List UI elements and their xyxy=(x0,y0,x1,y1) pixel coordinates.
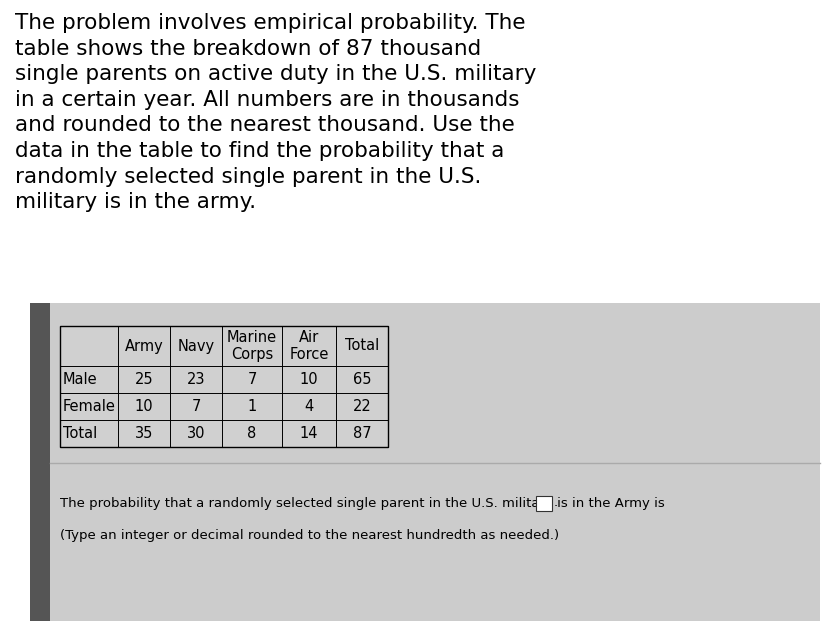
Text: .: . xyxy=(553,497,557,509)
Bar xyxy=(30,303,50,621)
Text: 4: 4 xyxy=(304,399,313,414)
Text: The probability that a randomly selected single parent in the U.S. military is i: The probability that a randomly selected… xyxy=(60,497,664,509)
Text: 7: 7 xyxy=(247,372,256,387)
Text: 8: 8 xyxy=(247,426,256,441)
Text: Marine
Corps: Marine Corps xyxy=(227,330,277,362)
Text: The problem involves empirical probability. The
table shows the breakdown of 87 : The problem involves empirical probabili… xyxy=(15,13,536,212)
Bar xyxy=(535,496,552,511)
Text: 14: 14 xyxy=(299,426,318,441)
Bar xyxy=(60,326,388,447)
Text: 35: 35 xyxy=(135,426,153,441)
Bar xyxy=(50,303,819,621)
Text: 23: 23 xyxy=(187,372,205,387)
Text: 65: 65 xyxy=(352,372,370,387)
Text: Navy: Navy xyxy=(177,338,214,353)
Text: Air
Force: Air Force xyxy=(289,330,328,362)
Text: Female: Female xyxy=(63,399,116,414)
Text: 1: 1 xyxy=(247,399,256,414)
Text: 87: 87 xyxy=(352,426,370,441)
Text: 10: 10 xyxy=(135,399,153,414)
Text: 25: 25 xyxy=(135,372,153,387)
Text: 22: 22 xyxy=(352,399,371,414)
Text: Total: Total xyxy=(63,426,97,441)
Text: 7: 7 xyxy=(191,399,200,414)
Text: 30: 30 xyxy=(187,426,205,441)
Text: Total: Total xyxy=(345,338,379,353)
Text: 10: 10 xyxy=(299,372,318,387)
Text: Army: Army xyxy=(125,338,163,353)
Bar xyxy=(60,326,388,447)
Text: Male: Male xyxy=(63,372,98,387)
Text: (Type an integer or decimal rounded to the nearest hundredth as needed.): (Type an integer or decimal rounded to t… xyxy=(60,530,558,543)
